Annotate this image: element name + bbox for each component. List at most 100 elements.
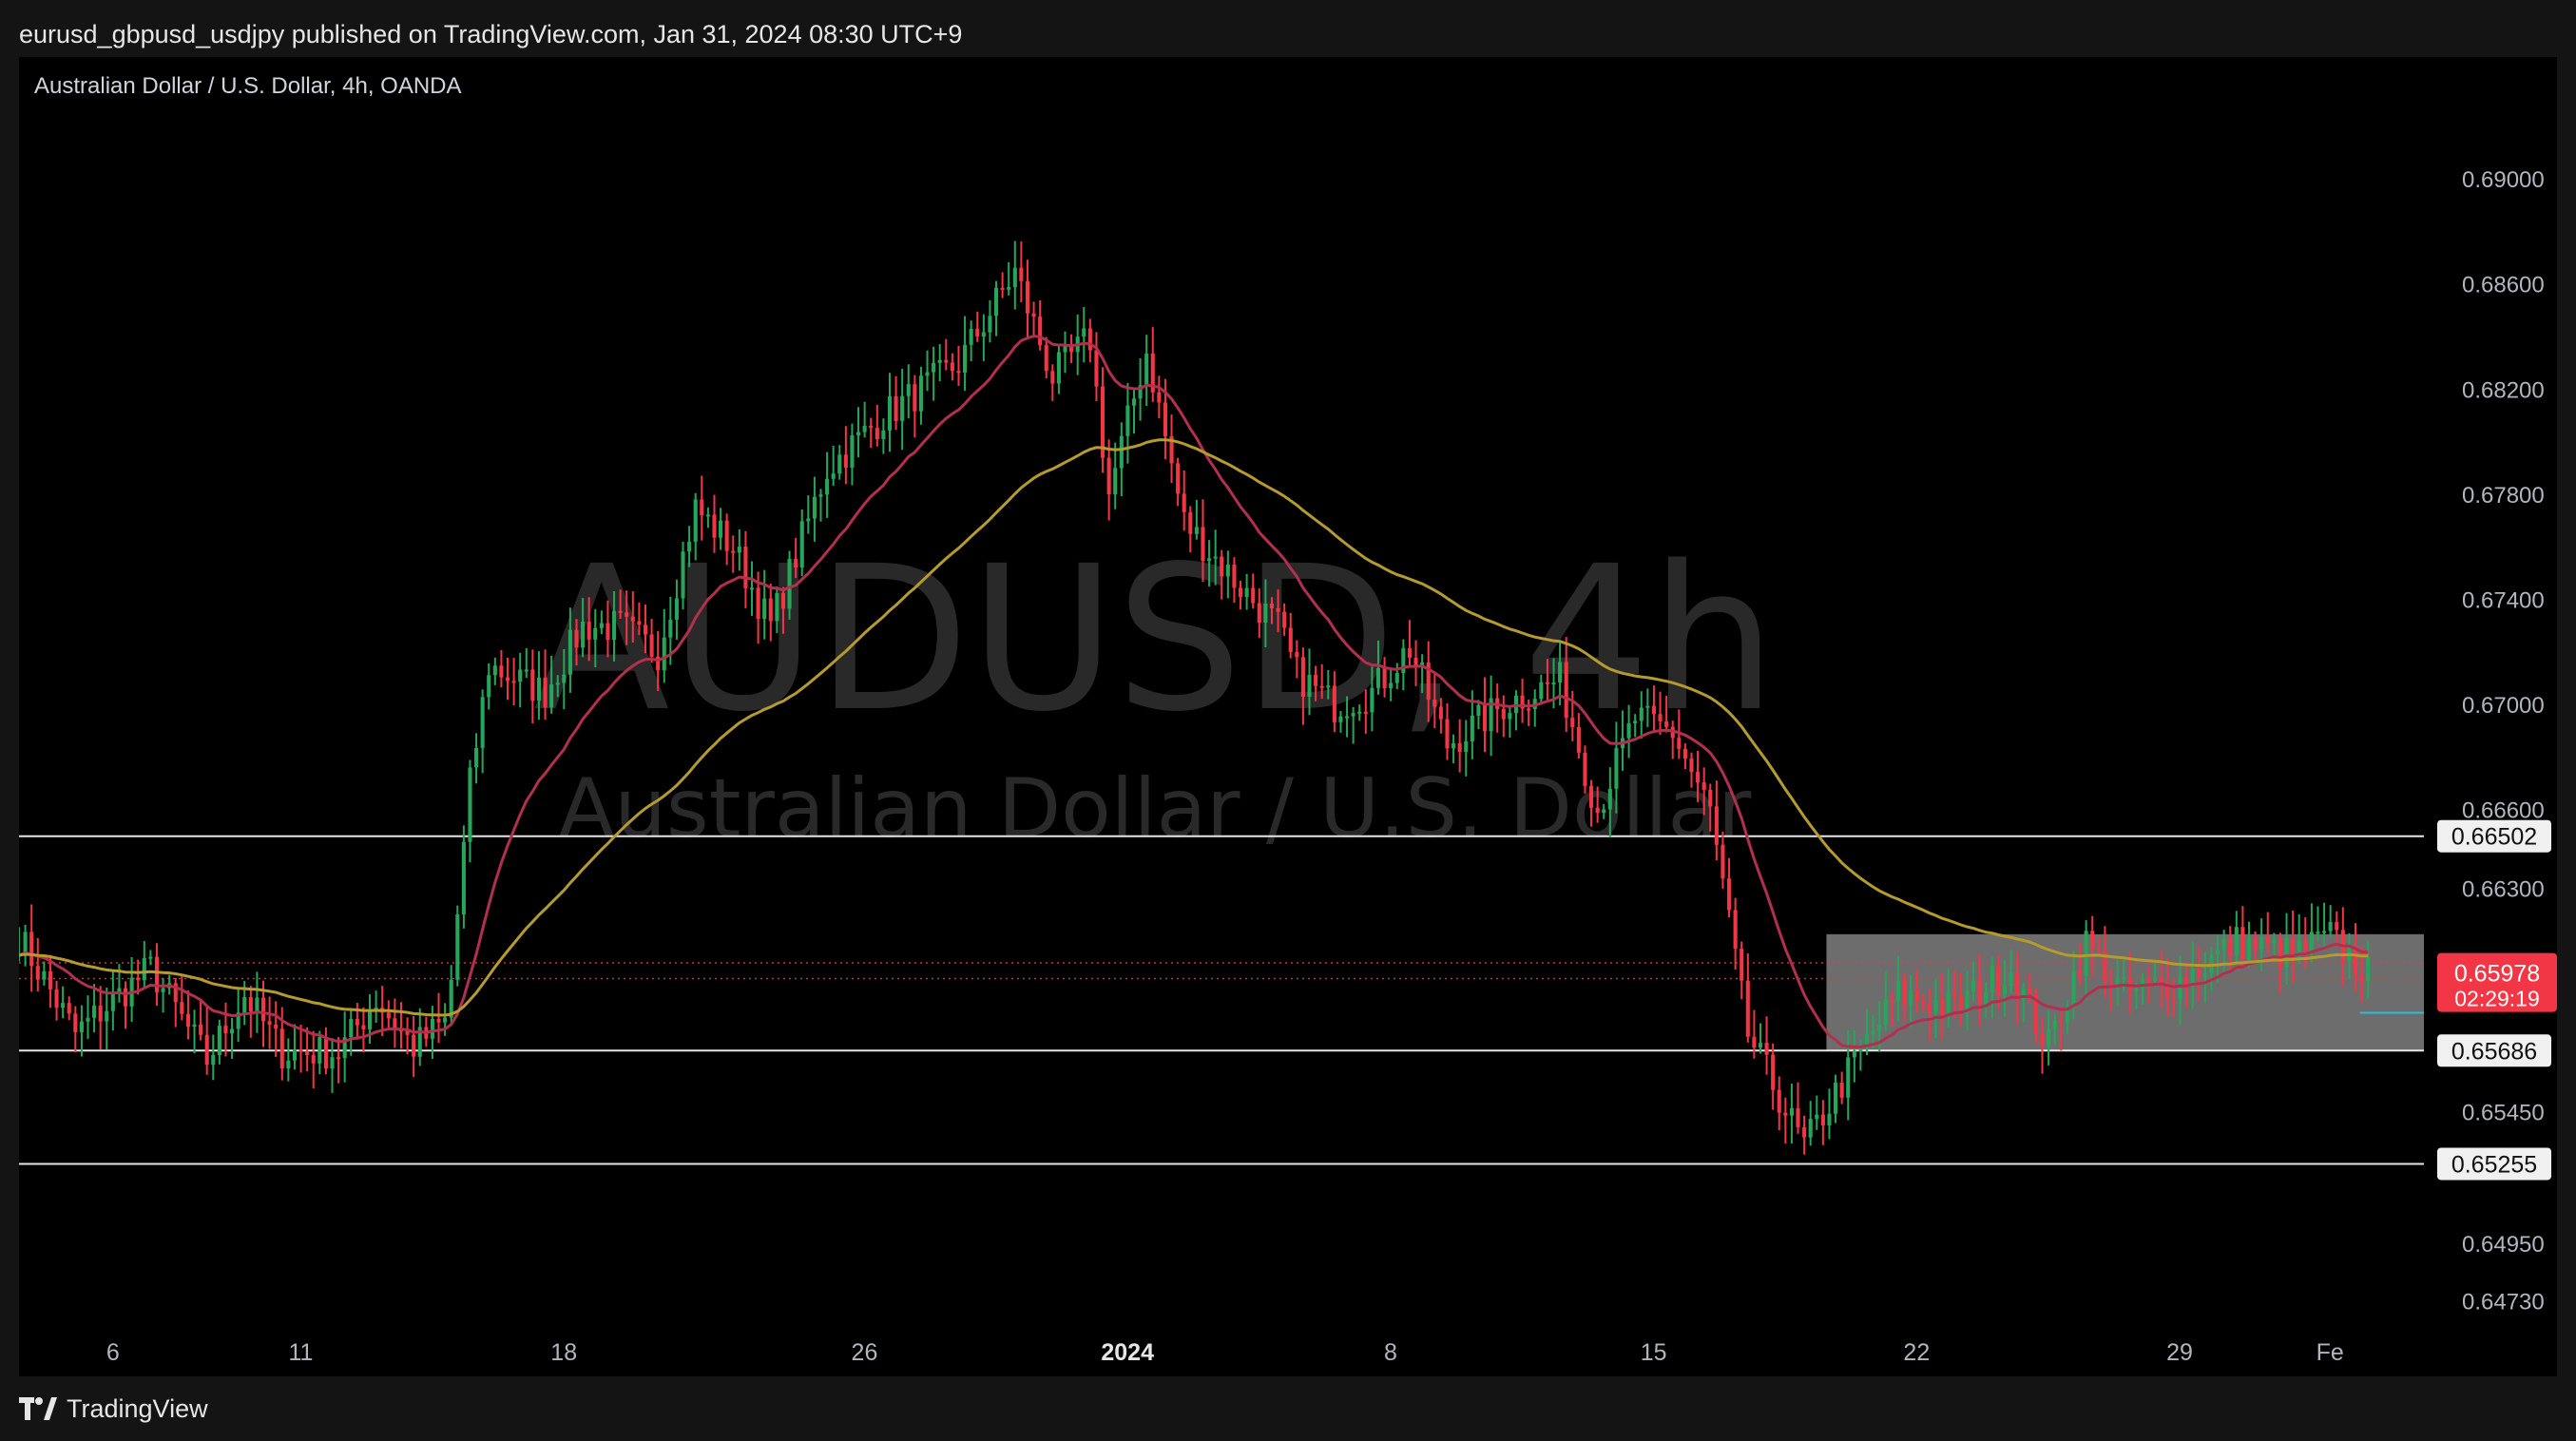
candle-body xyxy=(1007,287,1011,290)
candle-body xyxy=(719,520,723,538)
candle-body xyxy=(731,550,736,553)
candle-body xyxy=(1871,1030,1875,1035)
candle-body xyxy=(1827,1113,1832,1126)
current-price-badge xyxy=(2437,952,2557,1012)
candle-body xyxy=(618,610,623,613)
candle-body xyxy=(1958,995,1963,1009)
candle-body xyxy=(1839,1082,1844,1098)
candle-body xyxy=(142,957,146,981)
candle-body xyxy=(993,287,999,317)
candle-body xyxy=(649,634,654,657)
candle-body xyxy=(1157,392,1162,403)
tradingview-logo-icon xyxy=(19,1397,57,1420)
candle-body xyxy=(1877,1025,1882,1031)
candle-body xyxy=(1207,558,1212,562)
candle-body xyxy=(1269,603,1275,608)
candle-body xyxy=(1263,603,1268,624)
candle-body xyxy=(1551,682,1556,685)
candle-body xyxy=(1689,759,1694,773)
candle-body xyxy=(2033,993,2038,1034)
candle-body xyxy=(1000,287,1005,290)
candle-body xyxy=(1370,687,1375,713)
candle-body xyxy=(1545,682,1549,684)
candle-body xyxy=(932,362,936,373)
candle-body xyxy=(756,587,760,620)
candle-body xyxy=(180,1002,184,1014)
candle-body xyxy=(1182,493,1186,512)
candle-body xyxy=(1332,685,1336,722)
candle-body xyxy=(1201,527,1205,562)
candle-body xyxy=(743,547,748,588)
candle-body xyxy=(1044,345,1048,372)
candle-body xyxy=(1664,720,1669,727)
chart-area[interactable]: Australian Dollar / U.S. Dollar, 4h, OAN… xyxy=(19,57,2557,1376)
tradingview-logo[interactable]: TradingView xyxy=(19,1390,208,1428)
candle-body xyxy=(1407,647,1412,658)
candle-body xyxy=(1539,682,1544,700)
time-tick-label: 15 xyxy=(1641,1339,1667,1366)
candle-body xyxy=(2096,948,2101,951)
candle-body xyxy=(92,1006,97,1018)
candle-body xyxy=(662,637,666,671)
time-tick-label: 8 xyxy=(1384,1339,1397,1366)
candle-body xyxy=(267,1021,272,1025)
candle-body xyxy=(2309,932,2314,951)
candle-body xyxy=(2084,931,2088,976)
candlestick-chart[interactable]: Australian Dollar / U.S. Dollar, 4h, OAN… xyxy=(19,57,2557,1376)
candle-body xyxy=(1220,556,1224,577)
level-badge-label: 0.65686 xyxy=(2451,1038,2537,1065)
candle-body xyxy=(461,841,466,915)
candle-body xyxy=(2316,932,2320,934)
candle-body xyxy=(48,970,52,989)
candle-body xyxy=(2234,927,2239,956)
candle-body xyxy=(1326,685,1331,688)
candle-body xyxy=(1138,385,1143,399)
candle-body xyxy=(799,521,804,567)
price-tick-label: 0.68200 xyxy=(2462,377,2545,403)
candle-body xyxy=(2197,969,2201,977)
candle-body xyxy=(1213,556,1218,559)
candle-body xyxy=(818,494,823,497)
price-tick-label: 0.66600 xyxy=(2462,798,2545,824)
candle-body xyxy=(1758,1043,1763,1048)
candle-body xyxy=(855,432,861,436)
candle-body xyxy=(643,624,648,635)
candle-body xyxy=(768,598,773,622)
candle-body xyxy=(2153,978,2158,982)
candle-body xyxy=(2108,982,2114,985)
price-tick-label: 0.65450 xyxy=(2462,1101,2545,1126)
candle-body xyxy=(2284,938,2289,968)
candle-body xyxy=(185,1013,190,1028)
time-tick-label: 18 xyxy=(550,1339,577,1366)
candle-body xyxy=(1639,707,1644,721)
candle-body xyxy=(1977,980,1982,1005)
candle-body xyxy=(567,629,572,675)
candle-body xyxy=(217,1026,221,1056)
candle-body xyxy=(1188,511,1193,534)
candle-body xyxy=(1820,1114,1825,1126)
candle-body xyxy=(775,592,779,622)
candle-body xyxy=(2115,978,2120,984)
candle-body xyxy=(1815,1114,1819,1120)
time-tick-label: Fe xyxy=(2316,1339,2344,1366)
candle-body xyxy=(1501,709,1506,720)
time-tick-label: 29 xyxy=(2166,1339,2193,1366)
candle-body xyxy=(79,1021,84,1032)
candle-body xyxy=(1251,587,1256,604)
candle-body xyxy=(1050,371,1055,384)
candle-body xyxy=(1714,806,1719,845)
candle-body xyxy=(204,1034,209,1066)
candle-body xyxy=(449,979,453,1018)
candle-body xyxy=(981,332,986,336)
candle-body xyxy=(2040,1033,2045,1046)
candle-body xyxy=(1319,685,1324,688)
candle-body xyxy=(2215,950,2220,955)
candle-body xyxy=(599,623,604,628)
candle-body xyxy=(1607,788,1612,810)
candle-body xyxy=(1282,611,1287,628)
candle-body xyxy=(1952,991,1957,996)
candle-body xyxy=(1633,720,1638,723)
candle-body xyxy=(1087,328,1092,351)
level-badge-label: 0.66502 xyxy=(2451,824,2537,851)
chart-title: Australian Dollar / U.S. Dollar, 4h, OAN… xyxy=(34,73,462,99)
